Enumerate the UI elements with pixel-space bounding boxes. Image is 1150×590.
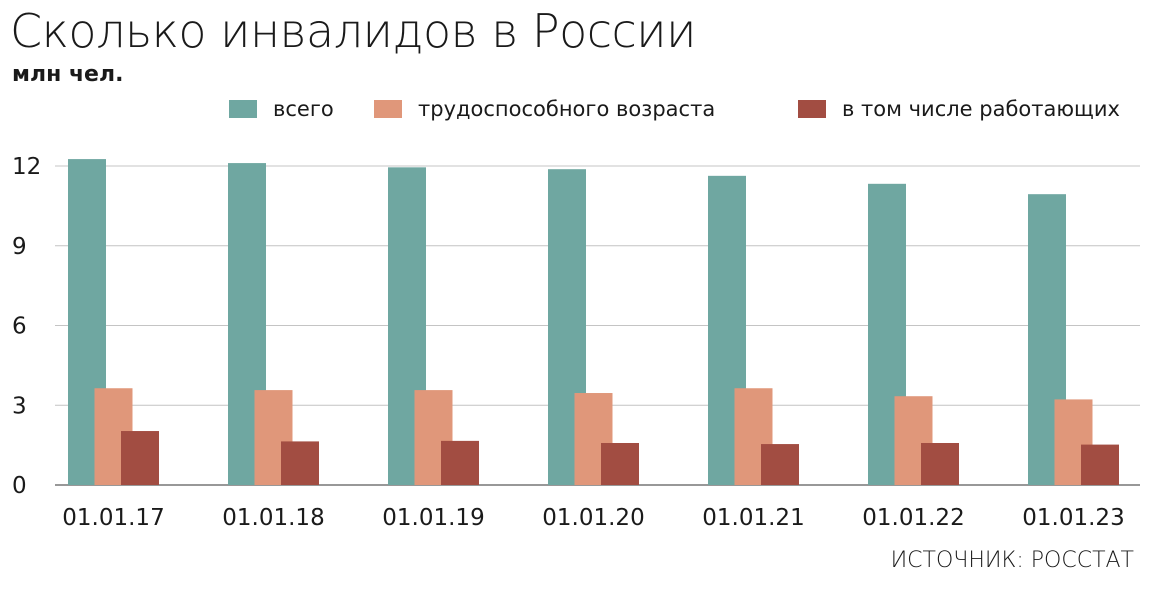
bar-employed bbox=[121, 431, 159, 485]
legend-item-total: всего bbox=[229, 97, 334, 121]
bar-employed bbox=[921, 442, 959, 485]
y-tick-label: 6 bbox=[12, 314, 27, 340]
legend-item-working-age: трудоспособного возраста bbox=[374, 97, 715, 121]
chart-subtitle: млн чел. bbox=[12, 62, 124, 87]
bar-employed bbox=[1081, 444, 1119, 485]
chart-title: Сколько инвалидов в России bbox=[10, 4, 696, 58]
y-tick-label: 12 bbox=[12, 154, 41, 180]
x-tick-label: 01.01.23 bbox=[1022, 505, 1124, 531]
bar-employed bbox=[601, 442, 639, 485]
bar-employed bbox=[281, 441, 319, 485]
legend-item-employed: в том числе работающих bbox=[798, 97, 1120, 121]
x-tick-label: 01.01.22 bbox=[862, 505, 964, 531]
source-note: ИСТОЧНИК: РОССТАТ bbox=[890, 548, 1134, 573]
y-tick-label: 9 bbox=[12, 234, 27, 260]
y-tick-label: 0 bbox=[12, 473, 27, 499]
x-tick-label: 01.01.17 bbox=[62, 505, 164, 531]
legend-label-employed: в том числе работающих bbox=[842, 97, 1120, 121]
x-tick-label: 01.01.21 bbox=[702, 505, 804, 531]
bar-employed bbox=[441, 440, 479, 485]
legend-swatch-working-age bbox=[374, 100, 402, 118]
legend-swatch-total bbox=[229, 100, 257, 118]
legend-label-working-age: трудоспособного возраста bbox=[418, 97, 716, 121]
x-tick-label: 01.01.18 bbox=[222, 505, 324, 531]
legend-swatch-employed bbox=[798, 100, 826, 118]
y-tick-label: 3 bbox=[12, 393, 27, 419]
x-tick-label: 01.01.20 bbox=[542, 505, 644, 531]
x-tick-label: 01.01.19 bbox=[382, 505, 484, 531]
bar-employed bbox=[761, 444, 799, 485]
legend: всего трудоспособного возраста в том чис… bbox=[0, 97, 1150, 127]
legend-label-total: всего bbox=[273, 97, 334, 121]
